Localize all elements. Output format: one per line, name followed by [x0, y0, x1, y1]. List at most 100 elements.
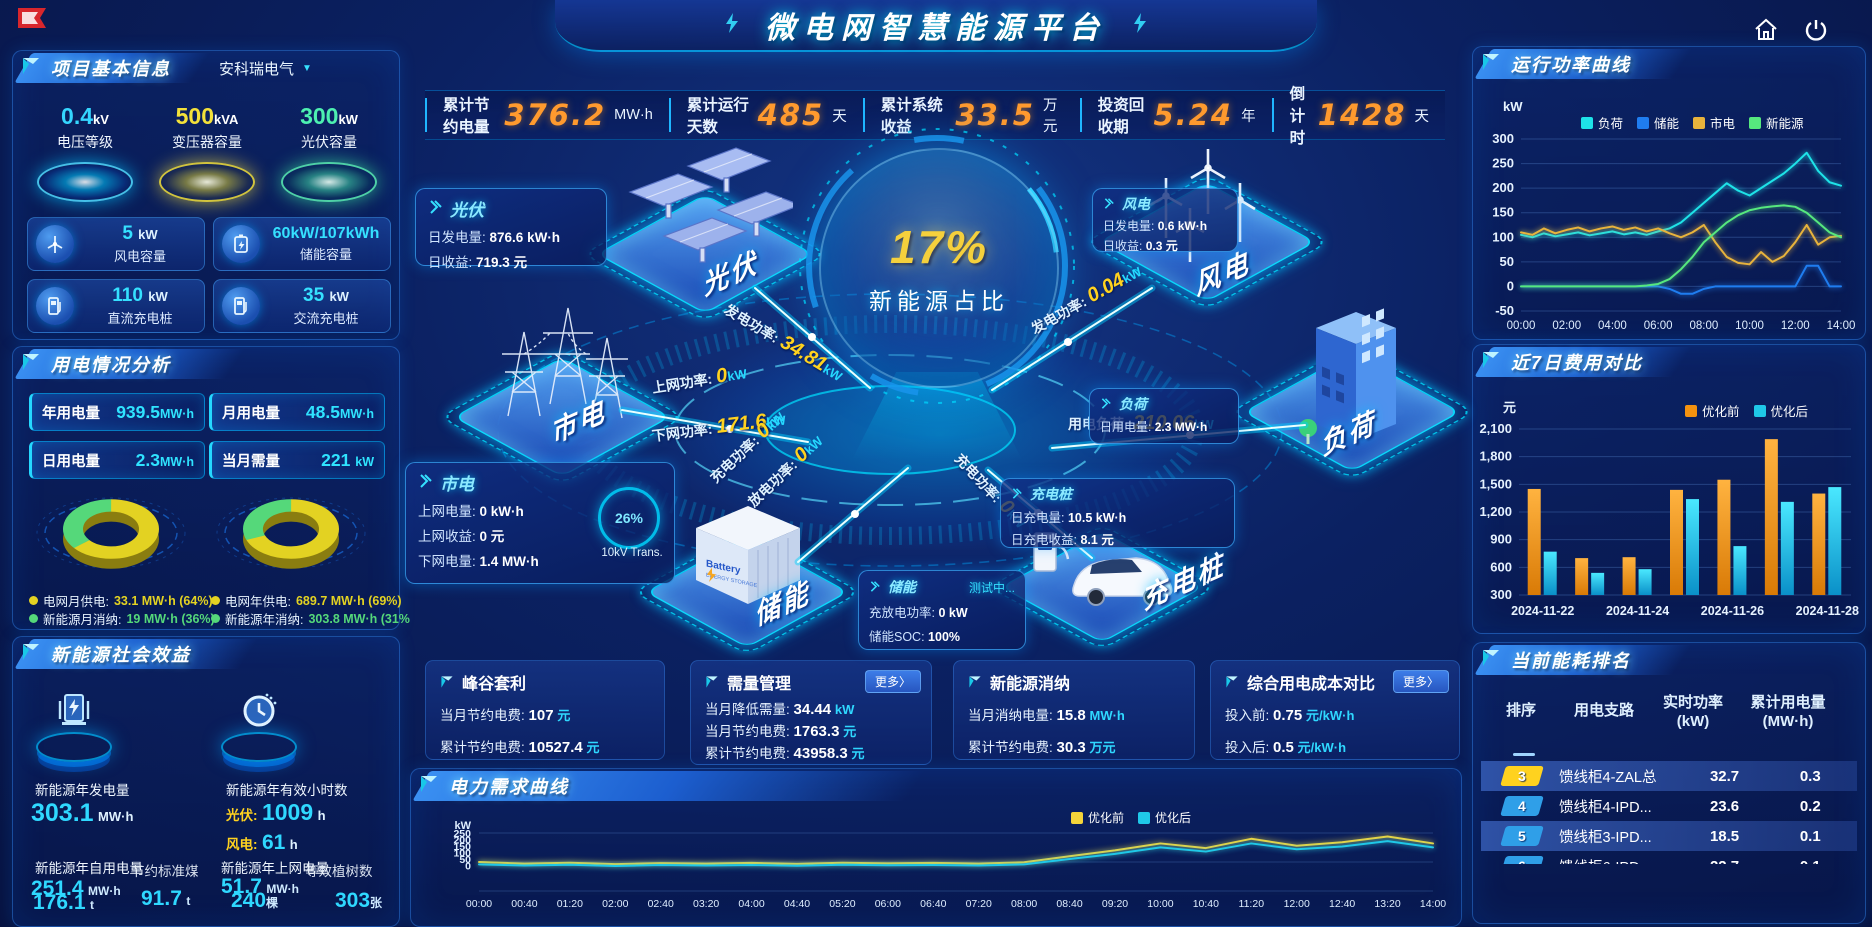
- panel-corner-icon: [21, 642, 41, 667]
- stat-voltage-level: 0.4kV 电压等级: [27, 103, 143, 202]
- stat-pv-capacity: 300kW 光伏容量: [271, 103, 387, 202]
- kpi-system-income: 累计系统收益 33.5 万元: [862, 97, 1080, 136]
- svg-text:1,800: 1,800: [1479, 449, 1512, 464]
- chevron-right-icon: [1100, 396, 1111, 412]
- legend-renewable-year: 新能源年消纳: 303.8 MW·h (31%: [211, 609, 410, 628]
- panel-corner-icon: [968, 675, 982, 689]
- svg-text:12:00: 12:00: [1284, 898, 1310, 910]
- svg-text:-50: -50: [1495, 303, 1514, 318]
- kpi-run-days: 累计运行天数 485 天: [668, 97, 863, 136]
- platform-glow: [37, 162, 133, 202]
- power-button[interactable]: [1798, 12, 1834, 48]
- value-co2: 176.1 t: [33, 891, 95, 914]
- svg-text:05:20: 05:20: [829, 898, 855, 910]
- svg-text:150: 150: [453, 841, 471, 853]
- demand-more-button[interactable]: 更多〉: [864, 670, 921, 693]
- legend-renewable-month: 新能源月消纳: 19 MW·h (36%): [29, 609, 215, 628]
- svg-text:02:00: 02:00: [602, 898, 628, 910]
- company-select[interactable]: 安科瑞电气 ▼: [219, 60, 312, 78]
- svg-text:02:00: 02:00: [1552, 320, 1581, 332]
- transformer-load-gauge: 26%: [598, 487, 660, 549]
- card-wind-detail: 风电 日发电量: 0.6 kW·h 日收益: 0.3 元: [1092, 188, 1238, 253]
- chevron-right-icon: [1103, 196, 1114, 212]
- svg-text:10:00: 10:00: [1735, 320, 1764, 332]
- kpi-saved-energy: 累计节约电量 376.2 MW·h: [425, 97, 669, 136]
- panel-demand-curve: 电力需求曲线 优化前 优化后 250 200 150 100 50 0 kW 00:00 00:…: [410, 768, 1462, 927]
- panel-project-info: 项目基本信息 安科瑞电气 ▼ 0.4kV 电压等级 500kVA 变压器容量 30…: [12, 50, 400, 340]
- svg-text:07:20: 07:20: [966, 898, 992, 910]
- value-self-use: 251.4 MW·h: [31, 877, 121, 900]
- generation-pedestal-icon: [31, 689, 117, 762]
- col-header-power: 实时功率 (kW): [1662, 694, 1723, 730]
- label-annual-generation: 新能源年发电量: [35, 783, 130, 798]
- solar-panels-glyph: [628, 147, 793, 263]
- power-curve-chart: 300 250 200 150 100 50 0 -50 00:00 02:00 04:00 06:0…: [1492, 131, 1855, 332]
- table-row[interactable]: 5 馈线柜3-IPD... 18.5 0.1: [1481, 821, 1857, 851]
- lightning-icon: [1129, 12, 1151, 39]
- lightning-icon: [721, 12, 743, 39]
- value-certificates: 303张: [335, 889, 383, 912]
- panel-cost-compare: 近7日费用对比 元 优化前 优化后 2,100 1,800 1,500 1,200 90…: [1472, 344, 1866, 634]
- chevron-down-icon: ▼: [302, 62, 312, 74]
- scroll-indicator: [1513, 753, 1535, 756]
- panel-power-curve: 运行功率曲线 kW 负荷 储能 市电 新能源 300 250 200 150 100 50…: [1472, 46, 1866, 340]
- svg-text:10:40: 10:40: [1193, 898, 1219, 910]
- panel-energy-ranking: 当前能耗排名 排序 用电支路 实时功率 (kW) 累计用电量 (MW·h) 3 馈线…: [1472, 642, 1866, 924]
- svg-text:250: 250: [1492, 156, 1514, 171]
- svg-text:2024-11-26: 2024-11-26: [1701, 604, 1764, 618]
- svg-text:300: 300: [1492, 131, 1514, 146]
- table-row[interactable]: 3 馈线柜4-ZAL总 32.7 0.3: [1481, 761, 1857, 791]
- col-header-branch: 用电支路: [1573, 702, 1634, 719]
- svg-text:0: 0: [1507, 278, 1514, 293]
- svg-text:06:00: 06:00: [875, 898, 901, 910]
- svg-text:08:00: 08:00: [1011, 898, 1037, 910]
- table-row[interactable]: 4 馈线柜4-IPD... 23.6 0.2: [1481, 791, 1857, 821]
- cost-compare-chart: 2,100 1,800 1,500 1,200 900 600 300 2024-11-22 2…: [1479, 421, 1858, 618]
- label-annual-hours: 新能源年有效小时数: [226, 783, 348, 798]
- panel-usage-analysis: 用电情况分析 年用电量 939.5MW·h 月用电量 48.5MW·h 日用电量 2.…: [12, 346, 410, 630]
- svg-text:200: 200: [1492, 180, 1514, 195]
- svg-text:100: 100: [453, 848, 471, 860]
- battery-icon: [222, 225, 260, 263]
- kpi-countdown: 倒计时 1428 天: [1271, 86, 1445, 147]
- svg-text:06:40: 06:40: [920, 898, 946, 910]
- svg-text:00:40: 00:40: [511, 898, 537, 910]
- label-self-use: 新能源年自用电量: [35, 861, 143, 876]
- card-dc-charger: 110 kW 直流充电桩: [27, 279, 205, 333]
- home-button[interactable]: [1748, 12, 1784, 48]
- cost-more-button[interactable]: 更多〉: [1392, 670, 1449, 693]
- table-row[interactable]: 6 馈线柜6-IPD 22.7 0.1: [1481, 851, 1857, 864]
- panel-corner-icon: [440, 675, 454, 689]
- panel-corner-icon: [419, 774, 439, 799]
- home-icon: [1755, 18, 1777, 40]
- svg-text:06:00: 06:00: [1644, 320, 1673, 332]
- svg-text:10:00: 10:00: [1147, 898, 1173, 910]
- svg-text:11:20: 11:20: [1239, 898, 1265, 910]
- svg-text:04:00: 04:00: [1598, 320, 1627, 332]
- col-header-energy: 累计用电量 (MW·h): [1750, 694, 1826, 730]
- svg-text:1,500: 1,500: [1479, 476, 1512, 491]
- panel-title: 用电情况分析: [51, 355, 171, 375]
- donut-year-supply: [216, 497, 366, 569]
- hours-pedestal-icon: [216, 689, 302, 762]
- panel-corner-icon: [705, 675, 719, 689]
- card-storage-capacity: 60kW/107kWh 储能容量: [213, 217, 391, 271]
- chevron-right-icon: [418, 473, 432, 493]
- value-pv-hours: 光伏: 1009 h: [226, 799, 326, 825]
- svg-text:00:00: 00:00: [1507, 320, 1536, 332]
- chevron-right-icon: [1011, 486, 1022, 502]
- renewable-ratio-orb: 17% 新能源占比: [819, 148, 1059, 388]
- renewable-ratio-label: 新能源占比: [869, 288, 1009, 314]
- panel-corner-icon: [1481, 648, 1501, 673]
- stat-year-usage: 年用电量 939.5MW·h: [29, 393, 205, 431]
- panel-title: 电力需求曲线: [449, 777, 569, 797]
- svg-text:04:00: 04:00: [738, 898, 764, 910]
- rank-badge: 6: [1500, 856, 1544, 864]
- platform-glow: [159, 162, 255, 202]
- panel-corner-icon: [21, 56, 41, 81]
- svg-text:00:00: 00:00: [466, 898, 492, 910]
- card-demand-mgmt: 需量管理 更多〉 当月降低需量: 34.44 kW 当月节约电费: 1763.3…: [690, 660, 932, 765]
- svg-text:13:20: 13:20: [1374, 898, 1400, 910]
- svg-text:2024-11-24: 2024-11-24: [1606, 604, 1669, 618]
- svg-text:0: 0: [465, 861, 471, 873]
